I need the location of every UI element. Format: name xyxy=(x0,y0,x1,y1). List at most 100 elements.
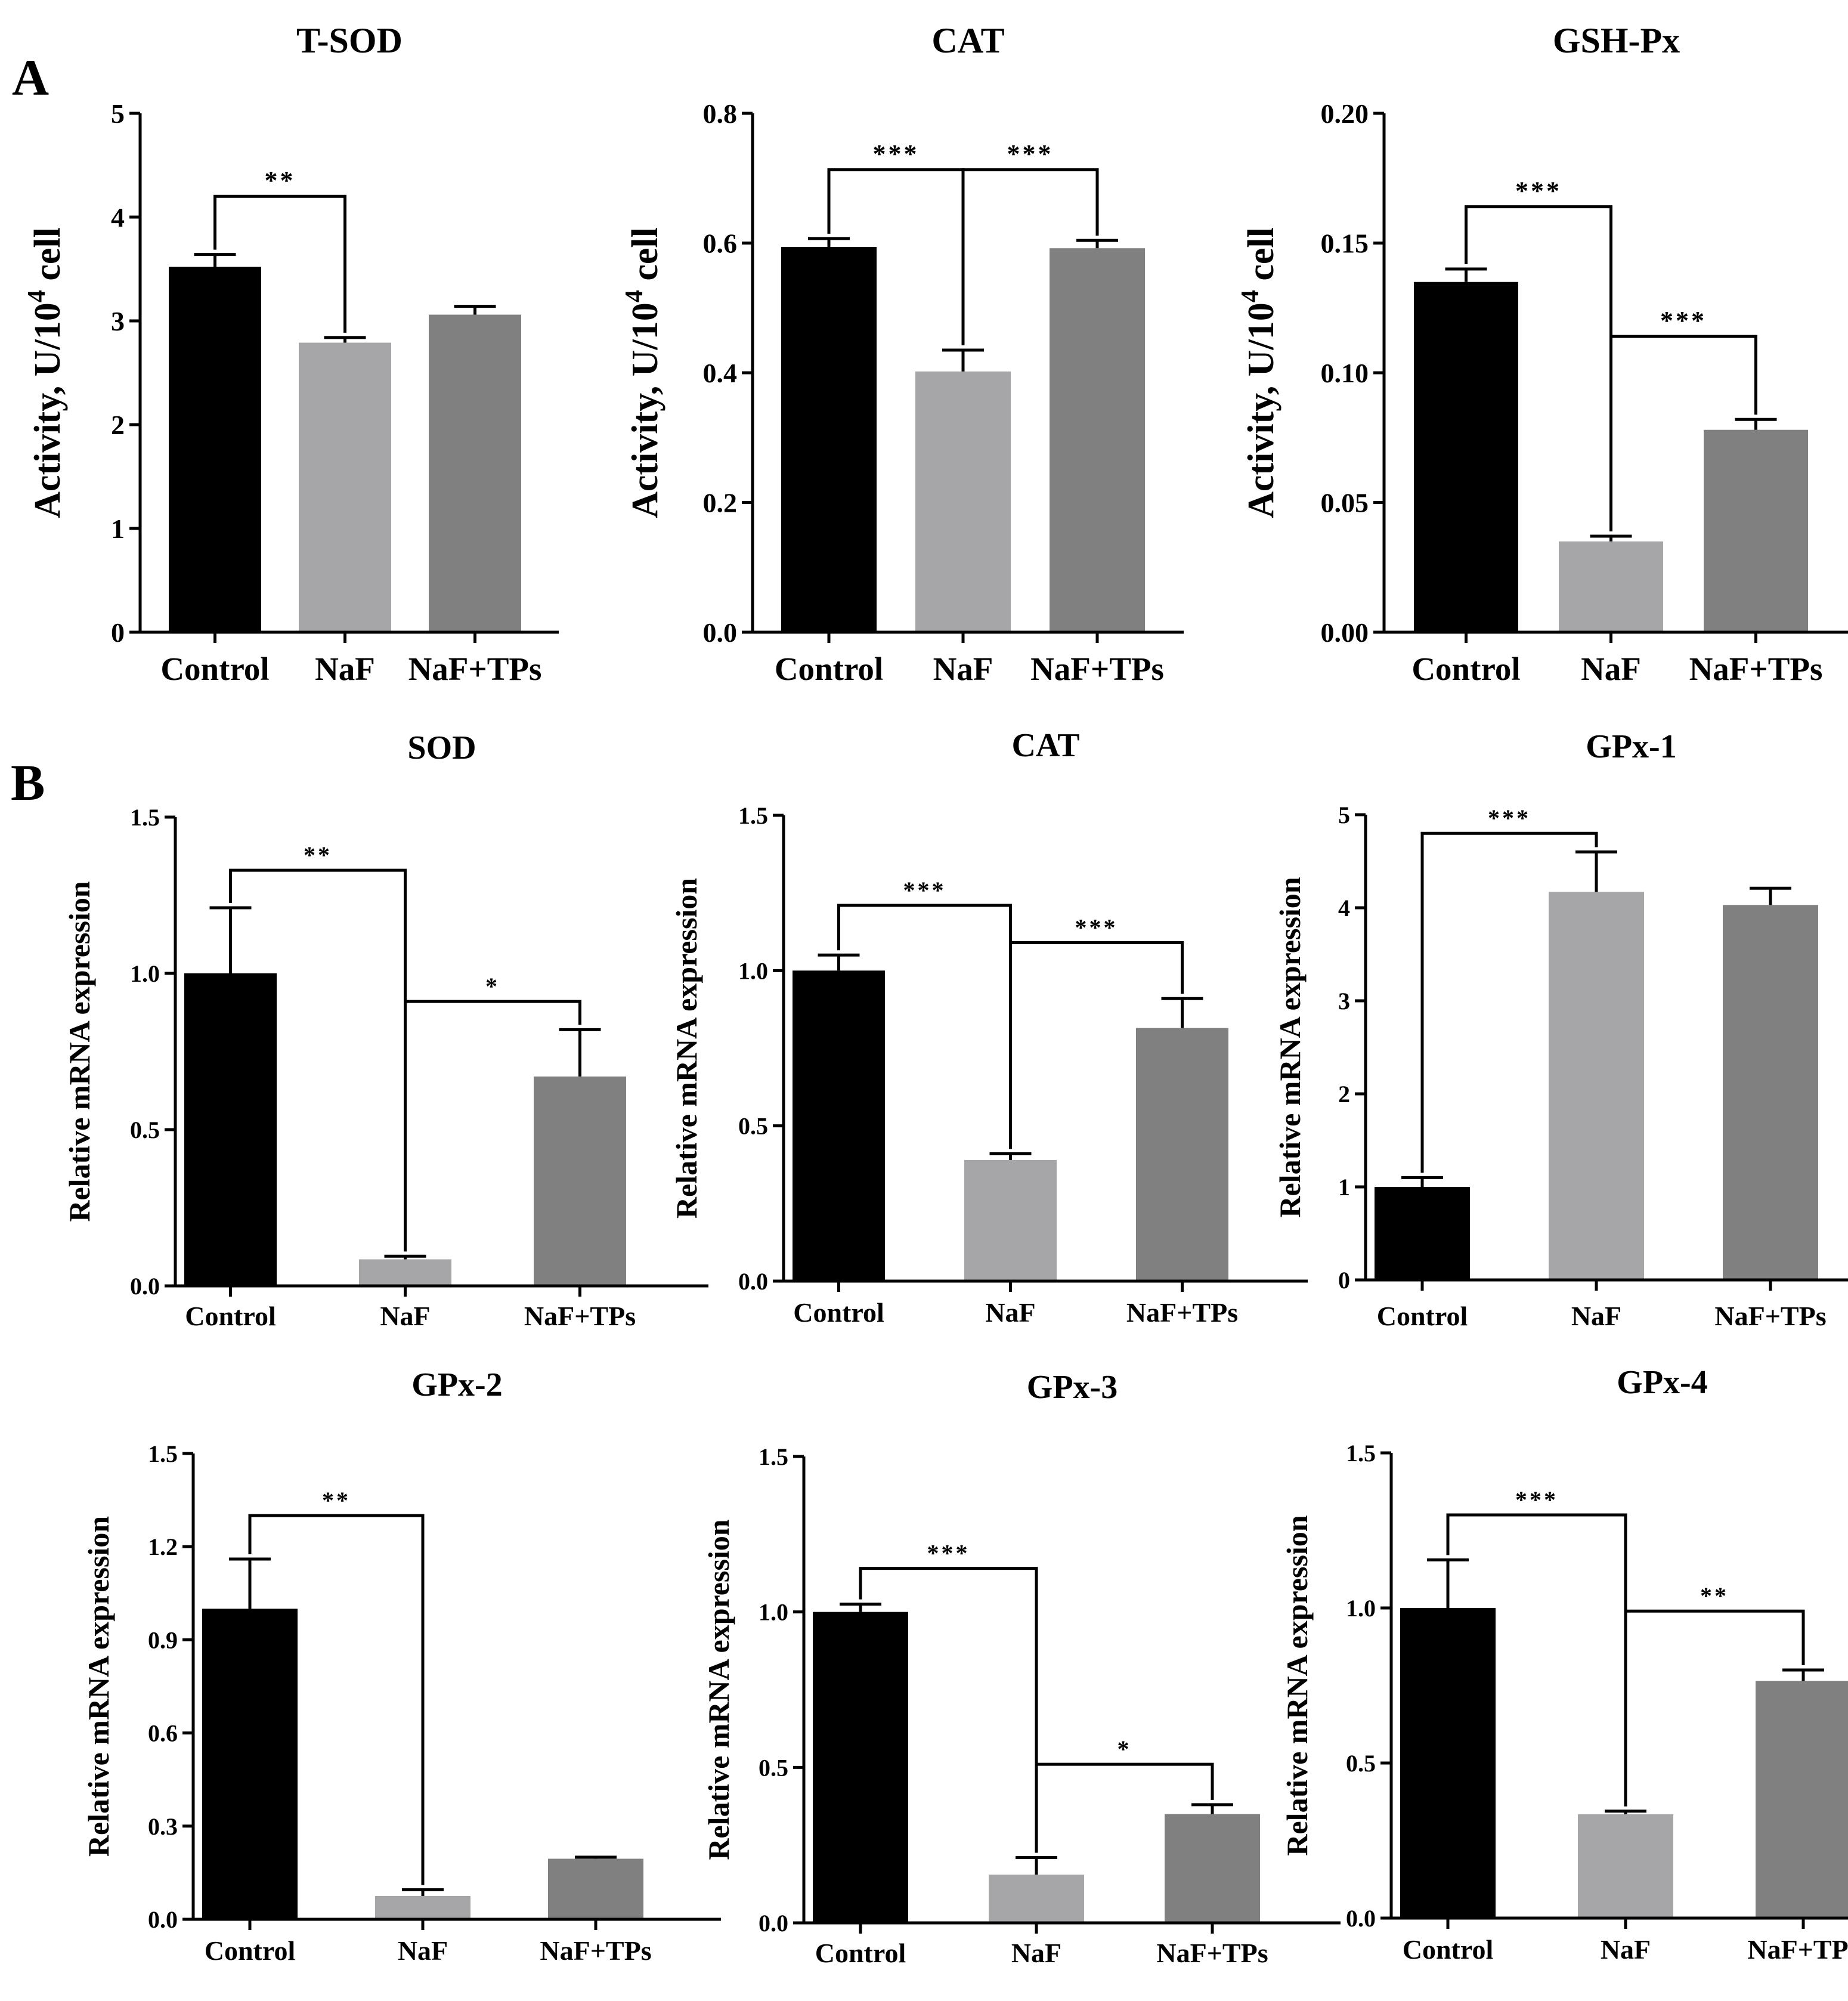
category-label: Control xyxy=(793,1297,884,1328)
y-tick-label: 0 xyxy=(111,617,125,648)
significance-bracket xyxy=(1035,1762,1214,1853)
y-axis-label: Relative mRNA expression xyxy=(82,1516,115,1857)
bar-naf-plus-tps xyxy=(1704,429,1808,632)
y-axis-label: Relative mRNA expression xyxy=(670,878,703,1218)
significance-label: ** xyxy=(322,1487,351,1514)
bar-naf-plus-tps xyxy=(1050,248,1145,632)
category-label: NaF+TPs xyxy=(1689,651,1823,687)
bar-naf-plus-tps xyxy=(429,314,521,632)
y-tick-label: 0.5 xyxy=(1346,1750,1376,1777)
y-tick-label: 1.0 xyxy=(738,957,768,984)
significance-bracket xyxy=(1624,1609,1805,1807)
category-label: NaF+TPs xyxy=(1714,1301,1826,1331)
panel-letter-a: A xyxy=(12,49,49,106)
significance-bracket xyxy=(213,194,346,333)
y-tick-label: 0.6 xyxy=(703,228,738,259)
chart-2: CAT 0.0 0.2 0.4 0.6 0.8 Control NaF NaF+TPs Activ… xyxy=(620,21,1184,687)
bar-naf xyxy=(915,371,1011,632)
y-tick-label: 0.2 xyxy=(703,488,738,518)
y-tick-label: 1.5 xyxy=(130,804,160,831)
category-label: NaF+TPs xyxy=(408,651,542,687)
category-label: NaF+TPs xyxy=(1030,651,1164,687)
significance-label: *** xyxy=(1660,306,1707,335)
y-tick-label: 1.0 xyxy=(759,1599,788,1626)
category-label: Control xyxy=(160,651,269,687)
y-tick-label: 2 xyxy=(111,410,125,440)
category-label: NaF xyxy=(380,1301,430,1331)
bar-naf xyxy=(1578,1814,1673,1918)
chart-7: GPx-2 0.0 0.3 0.6 0.9 1.2 1.5 Control NaF NaF+TPs… xyxy=(82,1366,721,1966)
bar-naf xyxy=(989,1875,1084,1923)
chart-4: SOD 0.0 0.5 1.0 1.5 Control NaF NaF+TPs Relative… xyxy=(63,729,708,1331)
category-label: NaF xyxy=(1581,651,1641,687)
category-label: NaF+TPs xyxy=(1156,1938,1268,1968)
significance-label: *** xyxy=(1075,914,1118,941)
bar-naf-plus-tps xyxy=(1165,1814,1260,1923)
y-tick-label: 1.5 xyxy=(738,802,768,829)
bar-naf xyxy=(375,1895,470,1919)
category-label: NaF xyxy=(1601,1934,1651,1965)
bar-control xyxy=(781,247,877,632)
y-tick-label: 1.5 xyxy=(1346,1440,1376,1467)
significance-label: ** xyxy=(1700,1582,1729,1609)
category-label: Control xyxy=(1377,1301,1468,1331)
significance-label: * xyxy=(485,973,500,1000)
bar-naf xyxy=(964,1159,1057,1281)
significance-label: *** xyxy=(1515,177,1562,206)
significance-label: *** xyxy=(927,1540,970,1567)
significance-label: *** xyxy=(873,140,920,169)
y-tick-label: 2 xyxy=(1338,1081,1350,1108)
bar-control xyxy=(169,267,261,632)
chart-title: GSH-Px xyxy=(1553,21,1680,60)
category-label: NaF xyxy=(315,651,375,687)
y-tick-label: 4 xyxy=(1338,895,1350,921)
significance-label: *** xyxy=(1488,805,1531,831)
y-axis-label: Activity, U/104 cell xyxy=(23,227,68,518)
y-tick-label: 0.0 xyxy=(1346,1905,1376,1932)
chart-8: GPx-3 0.0 0.5 1.0 1.5 Control NaF NaF+TPs Relati… xyxy=(702,1369,1341,1968)
chart-5: CAT 0.0 0.5 1.0 1.5 Control NaF NaF+TPs Relative… xyxy=(670,727,1308,1328)
bar-naf-plus-tps xyxy=(548,1858,643,1919)
y-tick-label: 1.5 xyxy=(148,1440,178,1467)
y-tick-label: 0.9 xyxy=(148,1626,178,1653)
chart-title: CAT xyxy=(1011,727,1079,764)
y-tick-label: 1.0 xyxy=(1346,1595,1376,1622)
significance-label: * xyxy=(1118,1736,1132,1762)
bar-control xyxy=(1400,1608,1496,1918)
bar-control xyxy=(813,1612,908,1923)
significance-bracket xyxy=(248,1514,425,1885)
significance-bracket xyxy=(1609,335,1757,532)
chart-1: T-SOD 0 1 2 3 4 5 Control NaF NaF+TPs Activity, U/… xyxy=(23,21,559,687)
bar-control xyxy=(1414,282,1518,632)
y-tick-label: 1 xyxy=(1338,1174,1350,1201)
category-label: Control xyxy=(1411,651,1520,687)
category-label: NaF xyxy=(933,651,993,687)
y-tick-label: 1 xyxy=(111,514,125,544)
category-label: NaF xyxy=(1011,1938,1061,1968)
y-tick-label: 0.10 xyxy=(1321,358,1369,388)
chart-title: SOD xyxy=(407,729,476,766)
significance-label: *** xyxy=(903,877,946,904)
y-axis-label: Relative mRNA expression xyxy=(1280,1515,1314,1855)
y-tick-label: 1.5 xyxy=(759,1443,788,1470)
category-label: NaF+TPs xyxy=(540,1935,651,1966)
y-tick-label: 5 xyxy=(111,98,125,129)
category-label: NaF xyxy=(398,1935,448,1966)
y-tick-label: 0.0 xyxy=(148,1906,178,1933)
significance-label: *** xyxy=(1515,1486,1558,1513)
y-tick-label: 1.2 xyxy=(148,1533,178,1560)
bar-naf xyxy=(1549,892,1644,1280)
significance-label: ** xyxy=(304,842,332,868)
chart-title: T-SOD xyxy=(296,21,403,60)
y-tick-label: 1.0 xyxy=(130,960,160,987)
category-label: NaF xyxy=(985,1297,1035,1328)
bar-naf xyxy=(359,1259,451,1286)
y-tick-label: 4 xyxy=(111,202,125,233)
panel-letter-b: B xyxy=(11,754,45,811)
bar-naf-plus-tps xyxy=(534,1076,626,1286)
y-tick-label: 0.4 xyxy=(703,358,738,388)
y-tick-label: 0.15 xyxy=(1321,228,1369,259)
category-label: NaF xyxy=(1571,1301,1621,1331)
bar-naf-plus-tps xyxy=(1136,1028,1228,1281)
